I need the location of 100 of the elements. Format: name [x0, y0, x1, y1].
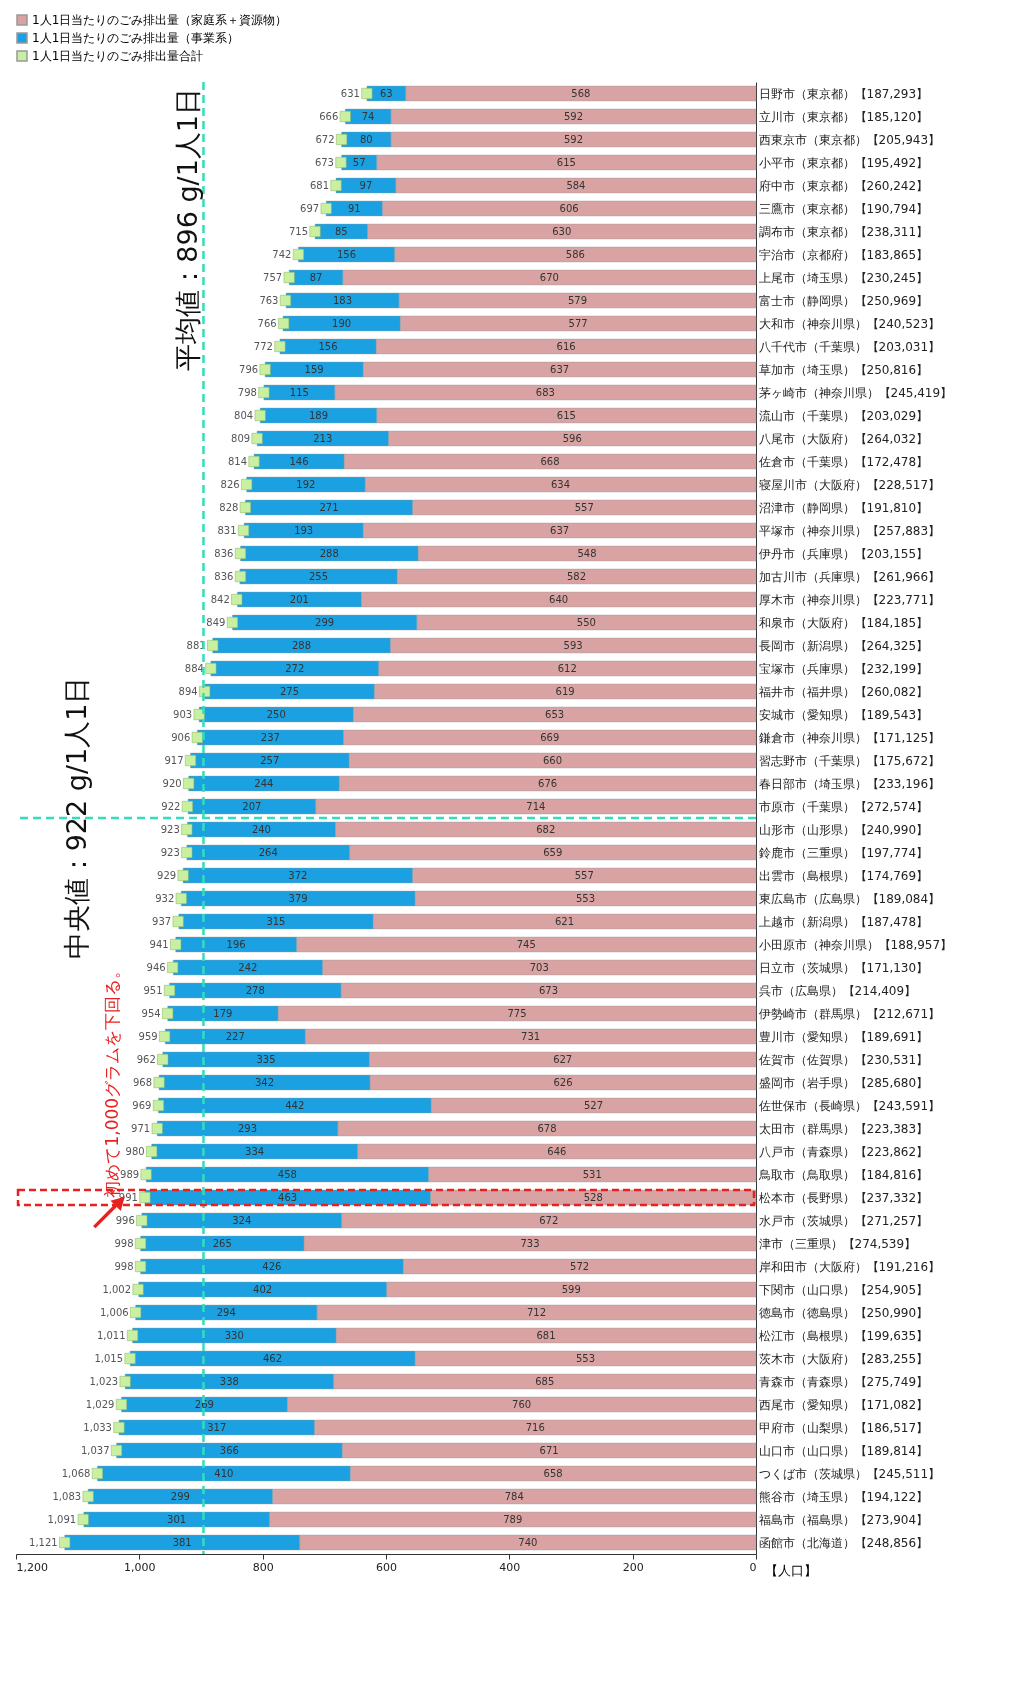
y-tick-label: 宇治市（京都府）【183,865】 — [758, 247, 929, 262]
y-tick-label: 三鷹市（東京都）【190,794】 — [758, 201, 929, 216]
data-label: 288 — [319, 547, 339, 559]
y-tick-label: 日野市（東京都）【187,293】 — [758, 86, 929, 101]
data-label: 634 — [550, 478, 571, 490]
y-tick-label: 松本市（長野県）【237,332】 — [758, 1190, 929, 1205]
y-tick-label: 春日部市（埼玉県）【233,196】 — [758, 776, 941, 791]
data-label: 681 — [536, 1329, 556, 1341]
y-tick-label: 日立市（茨城県）【171,130】 — [758, 960, 929, 975]
data-label: 640 — [549, 593, 569, 605]
y-tick-label: つくば市（茨城県）【245,511】 — [758, 1466, 941, 1481]
data-label: 678 — [537, 1122, 557, 1134]
data-label: 579 — [567, 294, 588, 306]
data-label: 826 — [220, 478, 240, 490]
data-label: 962 — [136, 1053, 156, 1065]
y-tick-label: 上越市（新潟県）【187,478】 — [758, 914, 929, 929]
data-label: 920 — [162, 777, 182, 789]
data-label: 156 — [336, 248, 357, 260]
data-label: 658 — [543, 1467, 563, 1479]
data-label: 553 — [575, 892, 596, 904]
data-label: 760 — [512, 1398, 532, 1410]
y-tick-label: 松江市（島根県）【199,635】 — [758, 1328, 929, 1343]
data-label: 402 — [253, 1283, 273, 1295]
legend-label: 1人1日当たりのごみ排出量（事業系） — [32, 31, 240, 45]
data-label: 315 — [266, 915, 286, 927]
data-label: 715 — [288, 225, 309, 237]
data-label: 745 — [516, 938, 536, 950]
data-label: 809 — [231, 432, 251, 444]
data-label: 242 — [238, 961, 258, 973]
data-label: 959 — [138, 1030, 158, 1042]
data-label: 742 — [272, 248, 292, 260]
data-label: 646 — [547, 1145, 567, 1157]
data-label: 740 — [518, 1536, 538, 1548]
data-label: 372 — [288, 869, 308, 881]
data-label: 849 — [206, 616, 226, 628]
data-label: 616 — [556, 340, 576, 352]
y-tick-label: 八尾市（大阪府）【264,032】 — [758, 431, 929, 446]
data-label: 190 — [332, 317, 352, 329]
y-tick-label: 山形市（山形県）【240,990】 — [758, 822, 929, 837]
y-tick-label: 呉市（広島県）【214,409】 — [758, 983, 917, 998]
data-label: 831 — [217, 524, 237, 536]
y-tick-label: 小田原市（神奈川県）【188,957】 — [758, 937, 953, 952]
data-label: 237 — [260, 731, 280, 743]
data-label: 596 — [562, 432, 582, 444]
data-label: 410 — [214, 1467, 234, 1479]
data-label: 179 — [213, 1007, 233, 1019]
data-label: 929 — [157, 869, 177, 881]
data-label: 257 — [260, 754, 280, 766]
data-label: 294 — [216, 1306, 236, 1318]
data-label: 550 — [576, 616, 596, 628]
y-tick-label: 甲府市（山梨県）【186,517】 — [758, 1420, 929, 1435]
data-label: 192 — [296, 478, 316, 490]
y-tick-label: 伊丹市（兵庫県）【203,155】 — [758, 546, 929, 561]
data-label: 716 — [525, 1421, 545, 1433]
data-label: 255 — [308, 570, 329, 582]
data-label: 272 — [285, 662, 305, 674]
ref-line-label: 中央値：922 g/1人1日 — [61, 676, 92, 960]
data-label: 784 — [504, 1490, 524, 1502]
data-label: 606 — [559, 202, 579, 214]
data-label: 557 — [574, 501, 594, 513]
y-axis-title: 【人口】 — [764, 1562, 817, 1578]
ref-line-label: 平均値：896 g/1人1日 — [172, 88, 204, 371]
data-label: 660 — [542, 754, 563, 766]
data-label: 275 — [279, 685, 300, 697]
data-label: 599 — [561, 1283, 581, 1295]
y-tick-label: 鎌倉市（神奈川県）【171,125】 — [758, 730, 941, 745]
data-label: 772 — [253, 340, 273, 352]
data-label: 682 — [536, 823, 556, 835]
data-label: 998 — [114, 1237, 134, 1249]
data-label: 334 — [245, 1145, 265, 1157]
y-tick-label: 豊川市（愛知県）【189,691】 — [758, 1029, 929, 1044]
data-label: 932 — [155, 892, 175, 904]
data-label: 271 — [319, 501, 339, 513]
data-label: 894 — [178, 685, 198, 697]
y-tick-label: 安城市（愛知県）【189,543】 — [758, 707, 929, 722]
data-label: 196 — [226, 938, 246, 950]
data-label: 733 — [520, 1237, 540, 1249]
data-label: 775 — [507, 1007, 527, 1019]
data-label: 528 — [583, 1191, 603, 1203]
data-label: 681 — [309, 179, 330, 191]
y-tick-label: 下関市（山口県）【254,905】 — [758, 1282, 929, 1297]
x-tick-label: 0 — [749, 1560, 757, 1574]
data-label: 97 — [359, 179, 373, 191]
data-label: 381 — [172, 1536, 192, 1548]
data-label: 626 — [553, 1076, 573, 1088]
data-label: 697 — [300, 202, 320, 214]
data-label: 592 — [563, 110, 584, 122]
y-tick-label: 福井市（福井県）【260,082】 — [758, 684, 929, 699]
x-tick-label: 1,000 — [124, 1560, 156, 1574]
y-tick-label: 熊谷市（埼玉県）【194,122】 — [758, 1489, 929, 1504]
data-label: 342 — [254, 1076, 275, 1088]
data-label: 946 — [146, 961, 166, 973]
data-label: 670 — [539, 271, 559, 283]
data-label: 250 — [266, 708, 286, 720]
legend-label: 1人1日当たりのごみ排出量合計 — [32, 49, 204, 63]
data-label: 1,091 — [47, 1513, 77, 1525]
data-label: 941 — [149, 938, 169, 950]
data-label: 884 — [184, 662, 204, 674]
data-label: 798 — [237, 386, 257, 398]
data-label: 1,002 — [102, 1283, 132, 1295]
